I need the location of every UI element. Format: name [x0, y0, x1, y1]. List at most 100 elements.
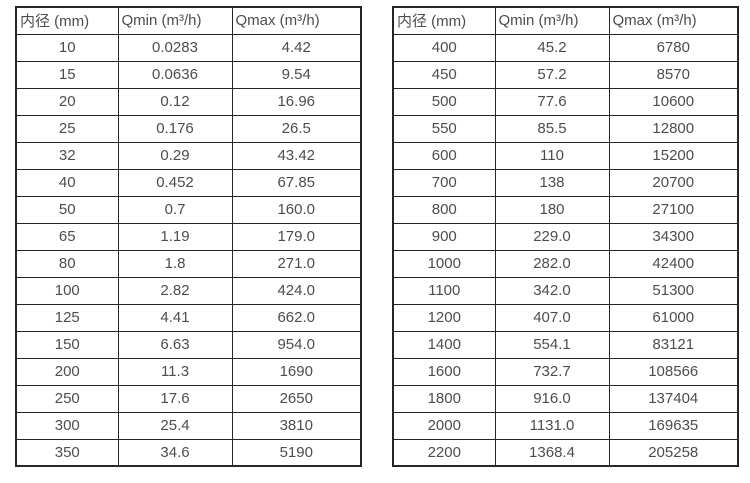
table-cell: 1200 [392, 303, 496, 332]
table-cell: 954.0 [231, 330, 362, 359]
table-cell: 26.5 [231, 114, 362, 143]
table-cell: 51300 [608, 276, 739, 305]
table-cell: 2200 [392, 438, 496, 467]
table-cell: 3810 [231, 411, 362, 440]
flow-spec-tables: 内径 (mm) Qmin (m³/h) Qmax (m³/h) 10 0.0283 4.… [15, 6, 739, 467]
table-cell: 25 [15, 114, 119, 143]
table-cell: 1400 [392, 330, 496, 359]
column-header: Qmax (m³/h) [231, 6, 362, 35]
table-cell: 42400 [608, 249, 739, 278]
table-cell: 61000 [608, 303, 739, 332]
table-cell: 15 [15, 60, 119, 89]
table-cell: 6780 [608, 33, 739, 62]
table-cell: 77.6 [494, 87, 610, 116]
table-row: 2000 1131.0 169635 [392, 411, 739, 440]
table-row: 600 110 15200 [392, 141, 739, 170]
table-cell: 17.6 [117, 384, 233, 413]
table-row: 25 0.176 26.5 [15, 114, 362, 143]
table-cell: 57.2 [494, 60, 610, 89]
table-cell: 662.0 [231, 303, 362, 332]
table-row: 10 0.0283 4.42 [15, 33, 362, 62]
table-row: 15 0.0636 9.54 [15, 60, 362, 89]
column-header: Qmin (m³/h) [494, 6, 610, 35]
table-cell: 45.2 [494, 33, 610, 62]
table-cell: 83121 [608, 330, 739, 359]
table-row: 100 2.82 424.0 [15, 276, 362, 305]
table-row: 20 0.12 16.96 [15, 87, 362, 116]
table-cell: 1368.4 [494, 438, 610, 467]
table-row: 1000 282.0 42400 [392, 249, 739, 278]
table-cell: 0.12 [117, 87, 233, 116]
table-cell: 11.3 [117, 357, 233, 386]
table-cell: 0.0283 [117, 33, 233, 62]
column-header: Qmax (m³/h) [608, 6, 739, 35]
table-header-row: 内径 (mm) Qmin (m³/h) Qmax (m³/h) [392, 6, 739, 35]
table-cell: 350 [15, 438, 119, 467]
table-cell: 9.54 [231, 60, 362, 89]
table-row: 550 85.5 12800 [392, 114, 739, 143]
table-cell: 554.1 [494, 330, 610, 359]
table-cell: 1.8 [117, 249, 233, 278]
table-cell: 8570 [608, 60, 739, 89]
table-row: 700 138 20700 [392, 168, 739, 197]
table-cell: 271.0 [231, 249, 362, 278]
table-cell: 1131.0 [494, 411, 610, 440]
table-cell: 700 [392, 168, 496, 197]
table-cell: 400 [392, 33, 496, 62]
column-header: 内径 (mm) [392, 6, 496, 35]
table-cell: 1690 [231, 357, 362, 386]
table-cell: 1000 [392, 249, 496, 278]
table-cell: 4.42 [231, 33, 362, 62]
table-cell: 900 [392, 222, 496, 251]
table-cell: 407.0 [494, 303, 610, 332]
table-cell: 10600 [608, 87, 739, 116]
table-cell: 2000 [392, 411, 496, 440]
table-cell: 12800 [608, 114, 739, 143]
table-cell: 67.85 [231, 168, 362, 197]
table-cell: 137404 [608, 384, 739, 413]
table-row: 125 4.41 662.0 [15, 303, 362, 332]
table-row: 2200 1368.4 205258 [392, 438, 739, 467]
table-cell: 150 [15, 330, 119, 359]
table-cell: 916.0 [494, 384, 610, 413]
table-cell: 108566 [608, 357, 739, 386]
flow-spec-table-large-diameters: 内径 (mm) Qmin (m³/h) Qmax (m³/h) 400 45.2 678… [392, 6, 739, 467]
table-cell: 200 [15, 357, 119, 386]
table-row: 500 77.6 10600 [392, 87, 739, 116]
table-cell: 16.96 [231, 87, 362, 116]
table-row: 50 0.7 160.0 [15, 195, 362, 224]
table-row: 1400 554.1 83121 [392, 330, 739, 359]
table-cell: 125 [15, 303, 119, 332]
table-cell: 34.6 [117, 438, 233, 467]
table-cell: 50 [15, 195, 119, 224]
table-cell: 424.0 [231, 276, 362, 305]
table-cell: 732.7 [494, 357, 610, 386]
table-cell: 800 [392, 195, 496, 224]
table-cell: 5190 [231, 438, 362, 467]
table-row: 400 45.2 6780 [392, 33, 739, 62]
table-row: 150 6.63 954.0 [15, 330, 362, 359]
table-cell: 6.63 [117, 330, 233, 359]
table-cell: 229.0 [494, 222, 610, 251]
table-cell: 500 [392, 87, 496, 116]
table-cell: 179.0 [231, 222, 362, 251]
table-cell: 40 [15, 168, 119, 197]
table-cell: 32 [15, 141, 119, 170]
table-row: 350 34.6 5190 [15, 438, 362, 467]
table-cell: 100 [15, 276, 119, 305]
table-cell: 1600 [392, 357, 496, 386]
column-header: Qmin (m³/h) [117, 6, 233, 35]
table-cell: 169635 [608, 411, 739, 440]
table-cell: 80 [15, 249, 119, 278]
table-row: 32 0.29 43.42 [15, 141, 362, 170]
table-cell: 20700 [608, 168, 739, 197]
table-cell: 0.7 [117, 195, 233, 224]
table-cell: 1100 [392, 276, 496, 305]
table-row: 65 1.19 179.0 [15, 222, 362, 251]
table-cell: 0.0636 [117, 60, 233, 89]
table-cell: 1.19 [117, 222, 233, 251]
table-row: 900 229.0 34300 [392, 222, 739, 251]
table-cell: 2650 [231, 384, 362, 413]
table-cell: 342.0 [494, 276, 610, 305]
table-cell: 300 [15, 411, 119, 440]
